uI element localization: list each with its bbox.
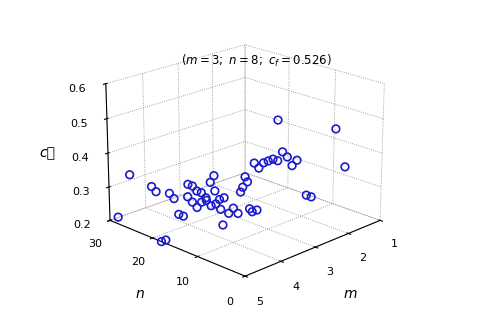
Y-axis label: n: n [135, 287, 145, 301]
Text: $(m = 3;\ n = 8;\ c_f = 0.526)$: $(m = 3;\ n = 8;\ c_f = 0.526)$ [181, 53, 332, 69]
X-axis label: m: m [343, 287, 357, 301]
